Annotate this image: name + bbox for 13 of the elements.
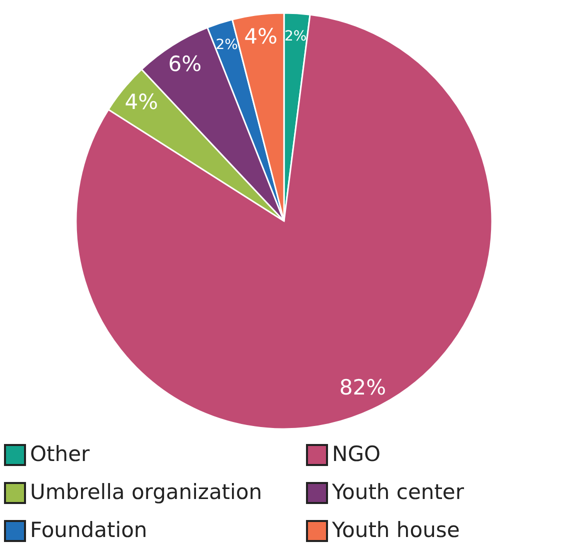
legend-label: Umbrella organization — [30, 480, 262, 504]
legend-label: NGO — [332, 442, 381, 466]
legend-label: Youth house — [331, 518, 460, 542]
data-label: 2% — [284, 28, 307, 44]
data-label: 82% — [339, 375, 386, 400]
data-label: 2% — [216, 37, 238, 54]
data-label: 6% — [168, 52, 202, 76]
data-label: 4% — [244, 24, 278, 48]
data-label: 4% — [124, 90, 158, 114]
legend-label: Foundation — [30, 518, 148, 542]
legend-label: Other — [30, 442, 90, 466]
pie-slice — [76, 14, 493, 430]
legend-label: Youth center — [331, 480, 464, 504]
